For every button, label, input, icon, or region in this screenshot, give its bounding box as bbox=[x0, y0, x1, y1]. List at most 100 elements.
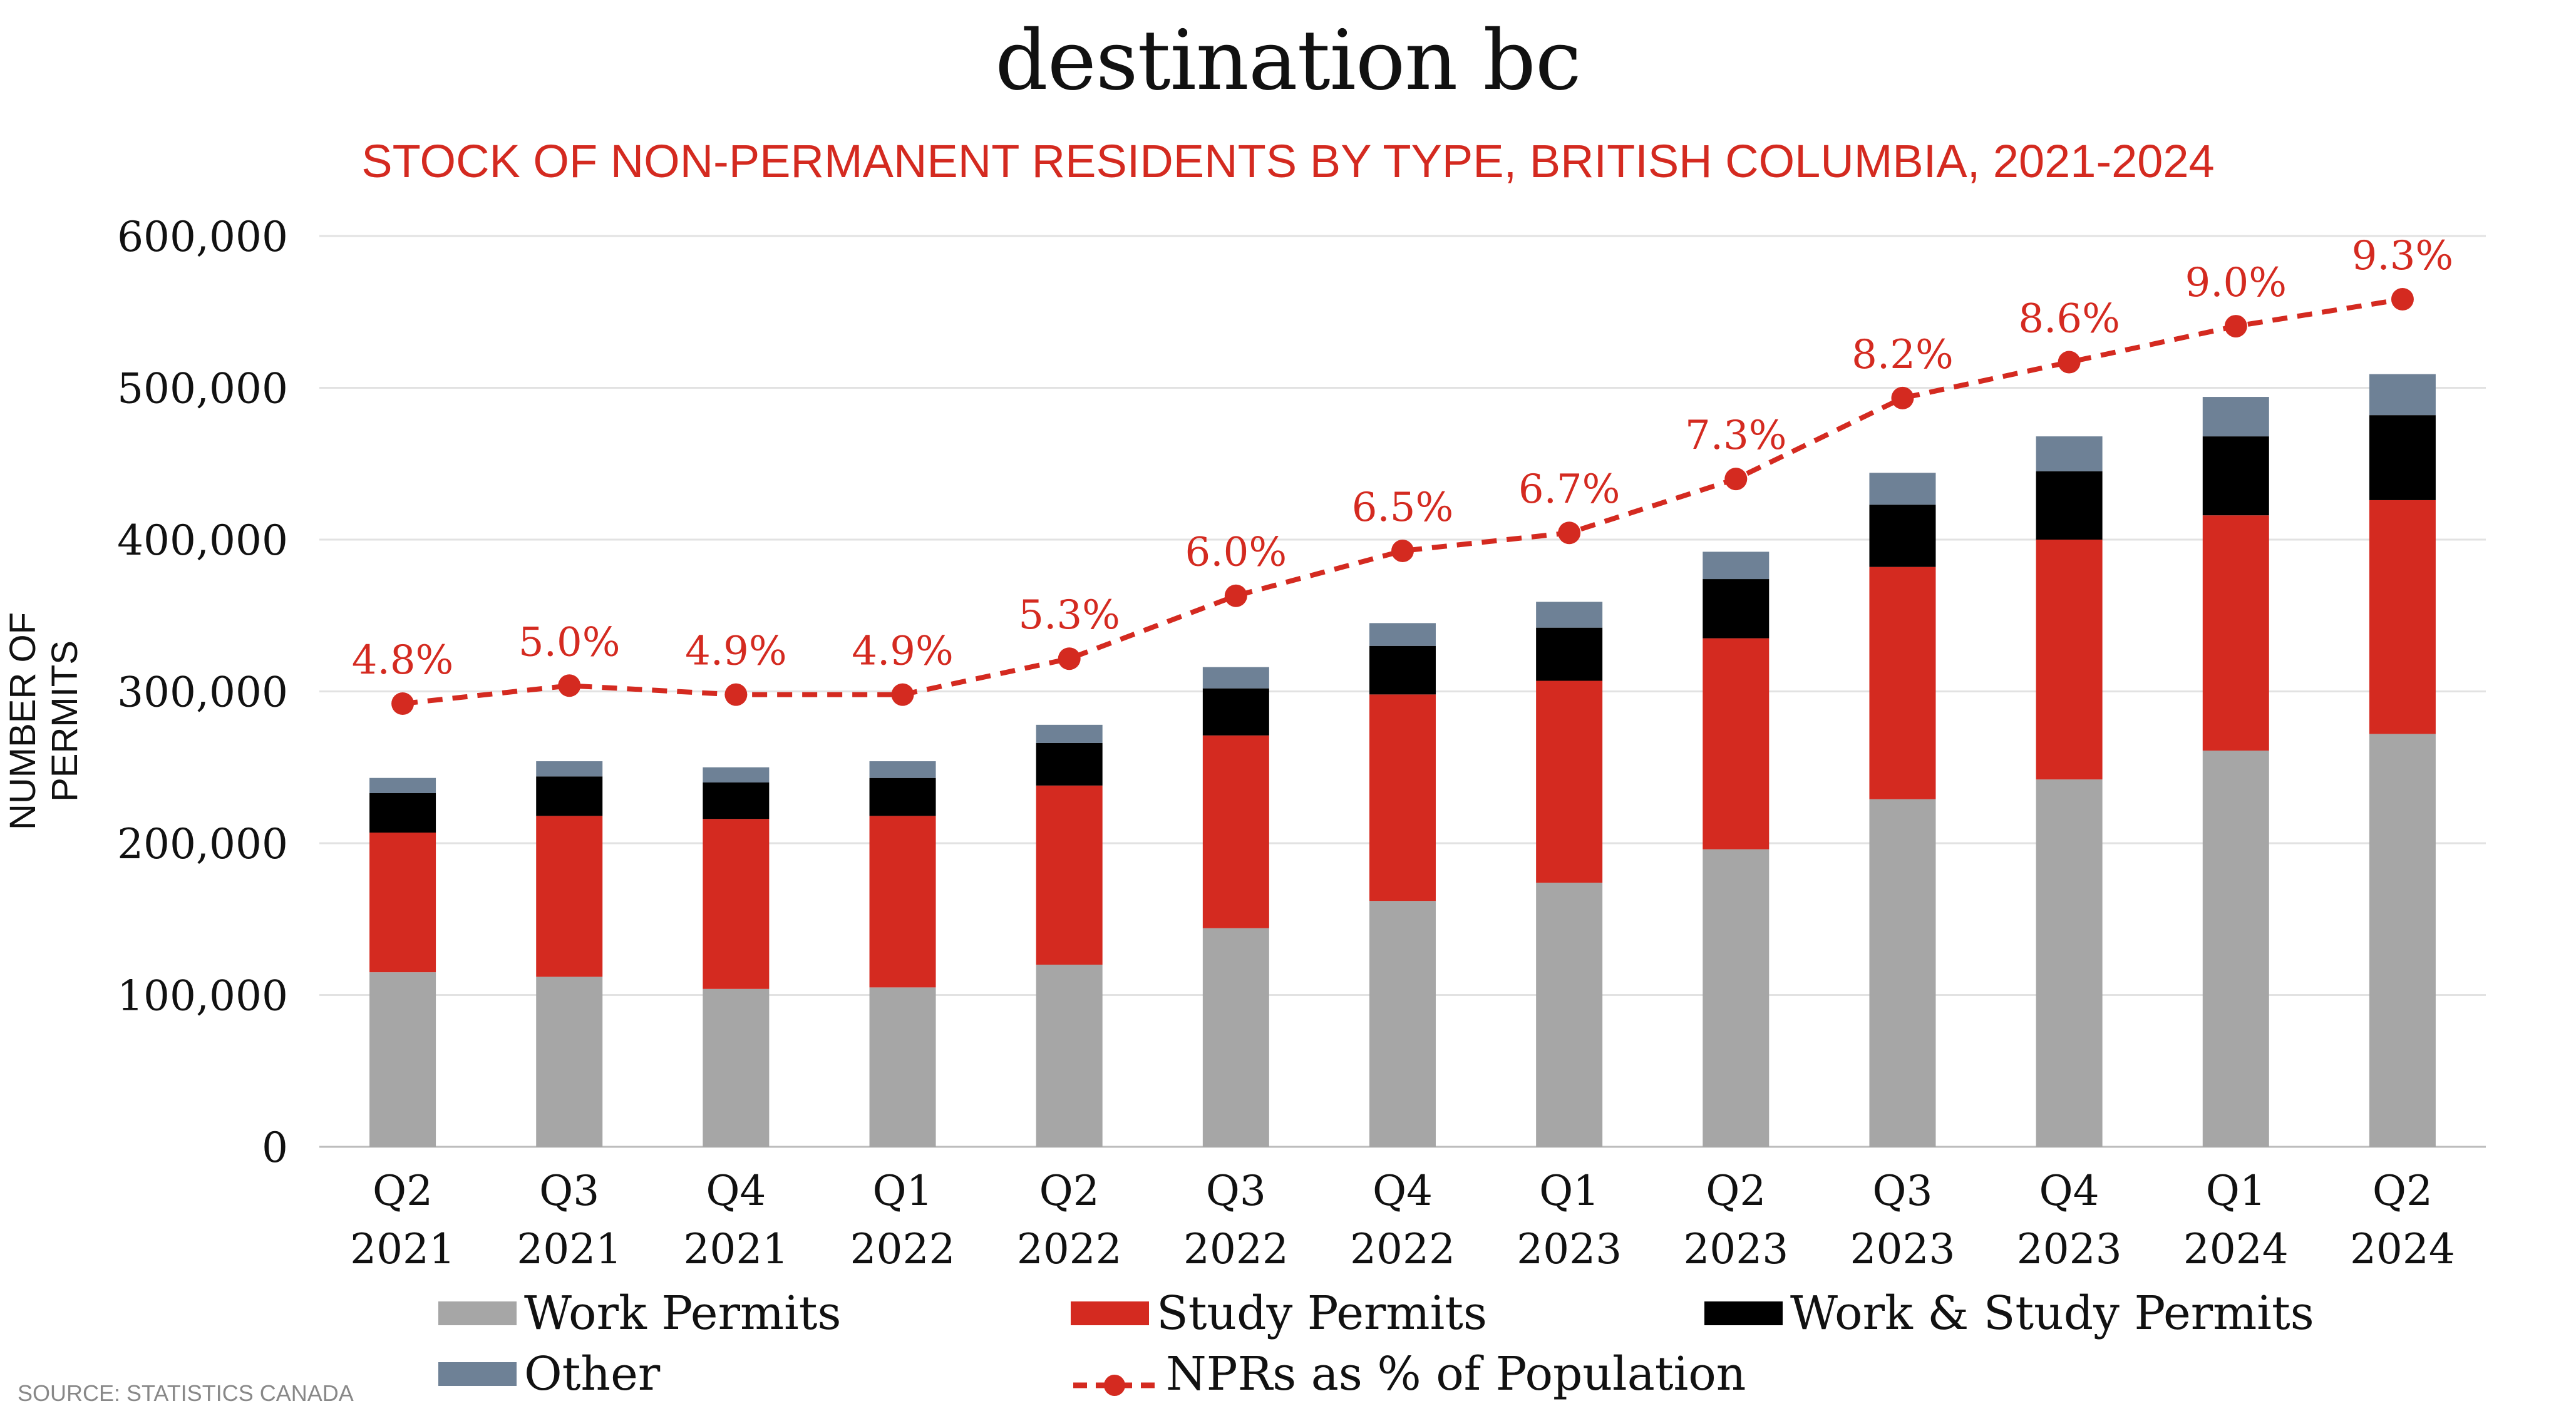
x-tick-label-quarter: Q3 bbox=[1206, 1167, 1266, 1215]
bar-other bbox=[2202, 397, 2269, 437]
x-tick-label-year: 2021 bbox=[517, 1225, 622, 1273]
data-label: 4.9% bbox=[852, 628, 954, 675]
x-tick-label-year: 2022 bbox=[1017, 1225, 1122, 1273]
x-tick-label-quarter: Q1 bbox=[872, 1167, 932, 1215]
bar-work bbox=[2036, 779, 2103, 1147]
data-label: 9.0% bbox=[2185, 260, 2287, 306]
bar-study bbox=[536, 816, 603, 977]
x-tick-label-year: 2023 bbox=[1850, 1225, 1955, 1273]
bar-other bbox=[369, 777, 436, 793]
data-label: 6.5% bbox=[1352, 485, 1454, 531]
legend-swatch-study bbox=[1071, 1301, 1149, 1325]
line-point bbox=[724, 683, 748, 706]
data-label: 8.6% bbox=[2018, 295, 2120, 342]
y-tick-label: 200,000 bbox=[117, 820, 288, 868]
bar-work bbox=[536, 977, 603, 1147]
bar-workstudy bbox=[536, 776, 603, 816]
bar-other bbox=[703, 767, 770, 782]
data-label: 4.9% bbox=[685, 628, 787, 675]
data-label: 5.0% bbox=[518, 619, 621, 665]
data-label: 7.3% bbox=[1685, 413, 1787, 459]
bar-workstudy bbox=[2369, 415, 2436, 500]
bar-workstudy bbox=[1536, 627, 1603, 681]
x-tick-label-year: 2022 bbox=[850, 1225, 956, 1273]
bar-study bbox=[1036, 785, 1103, 965]
bar-workstudy bbox=[1036, 742, 1103, 786]
data-label: 6.0% bbox=[1185, 530, 1287, 576]
bar-other bbox=[536, 761, 603, 777]
bar-workstudy bbox=[369, 793, 436, 833]
bar-work bbox=[1869, 799, 1936, 1147]
bar-work bbox=[703, 988, 770, 1147]
x-tick-label-quarter: Q1 bbox=[1539, 1167, 1599, 1215]
chart-title: destination bc bbox=[995, 13, 1581, 109]
bar-study bbox=[703, 819, 770, 989]
y-tick-label: 300,000 bbox=[117, 669, 288, 717]
bar-study bbox=[1202, 735, 1269, 928]
bar-work bbox=[369, 972, 436, 1147]
data-label: 9.3% bbox=[2352, 233, 2454, 279]
bar-other bbox=[1036, 724, 1103, 743]
bar-other bbox=[869, 761, 936, 778]
line-point bbox=[1224, 584, 1247, 607]
y-tick-label: 600,000 bbox=[117, 213, 288, 261]
bar-study bbox=[869, 816, 936, 988]
legend-item-line: NPRs as % of Population bbox=[1071, 1347, 1746, 1401]
legend-swatch-work bbox=[438, 1301, 517, 1325]
x-tick-label-year: 2024 bbox=[2350, 1225, 2455, 1273]
line-point bbox=[2391, 288, 2414, 310]
x-tick-label-year: 2023 bbox=[1517, 1225, 1622, 1273]
x-tick-label-quarter: Q3 bbox=[539, 1167, 599, 1215]
legend-label-other: Other bbox=[524, 1347, 661, 1401]
legend-swatch-other bbox=[438, 1362, 517, 1386]
x-tick-label-year: 2022 bbox=[1183, 1225, 1289, 1273]
legend-item-workstudy: Work & Study Permits bbox=[1704, 1286, 2314, 1340]
legend-label-line: NPRs as % of Population bbox=[1166, 1347, 1746, 1401]
bar-workstudy bbox=[1703, 579, 1770, 639]
bar-study bbox=[1703, 638, 1770, 849]
bar-workstudy bbox=[1369, 645, 1436, 695]
bar-workstudy bbox=[703, 782, 770, 819]
bar-other bbox=[1202, 667, 1269, 689]
data-label: 4.8% bbox=[352, 637, 454, 684]
x-tick-label-quarter: Q4 bbox=[706, 1167, 766, 1215]
bar-study bbox=[2202, 515, 2269, 751]
bar-study bbox=[2369, 500, 2436, 734]
x-tick-label-quarter: Q4 bbox=[2039, 1167, 2099, 1215]
legend-swatch-line bbox=[1071, 1358, 1158, 1396]
y-tick-label: 0 bbox=[262, 1124, 288, 1172]
legend-item-other: Other bbox=[438, 1347, 660, 1401]
source-note: SOURCE: STATISTICS CANADA bbox=[18, 1380, 354, 1406]
line-point bbox=[2224, 315, 2247, 338]
line-point bbox=[558, 674, 581, 697]
bar-study bbox=[369, 833, 436, 973]
x-tick-label-year: 2021 bbox=[683, 1225, 788, 1273]
bar-work bbox=[1536, 883, 1603, 1147]
x-tick-label-year: 2023 bbox=[1683, 1225, 1788, 1273]
bar-work bbox=[869, 987, 936, 1147]
bar-study bbox=[1536, 680, 1603, 883]
legend-item-study: Study Permits bbox=[1071, 1286, 1487, 1340]
y-tick-label: 100,000 bbox=[117, 972, 288, 1020]
x-tick-label-quarter: Q2 bbox=[1039, 1167, 1100, 1215]
line-point bbox=[1724, 468, 1748, 491]
bar-workstudy bbox=[2036, 471, 2103, 540]
legend-label-work: Work Permits bbox=[524, 1286, 842, 1340]
bar-other bbox=[1536, 602, 1603, 628]
line-point bbox=[2058, 351, 2081, 374]
line-point bbox=[1558, 521, 1581, 545]
bar-work bbox=[1369, 901, 1436, 1147]
data-label: 6.7% bbox=[1518, 466, 1620, 513]
x-tick-label-quarter: Q4 bbox=[1373, 1167, 1433, 1215]
legend-label-study: Study Permits bbox=[1157, 1286, 1487, 1340]
bar-workstudy bbox=[2202, 436, 2269, 516]
line-point bbox=[1058, 647, 1081, 670]
bar-workstudy bbox=[1869, 505, 1936, 567]
legend-swatch-workstudy bbox=[1704, 1301, 1783, 1325]
data-label: 5.3% bbox=[1018, 592, 1120, 639]
bar-study bbox=[2036, 540, 2103, 780]
y-tick-label: 400,000 bbox=[117, 516, 288, 565]
x-tick-label-year: 2022 bbox=[1350, 1225, 1455, 1273]
x-tick-label-quarter: Q1 bbox=[2206, 1167, 2266, 1215]
